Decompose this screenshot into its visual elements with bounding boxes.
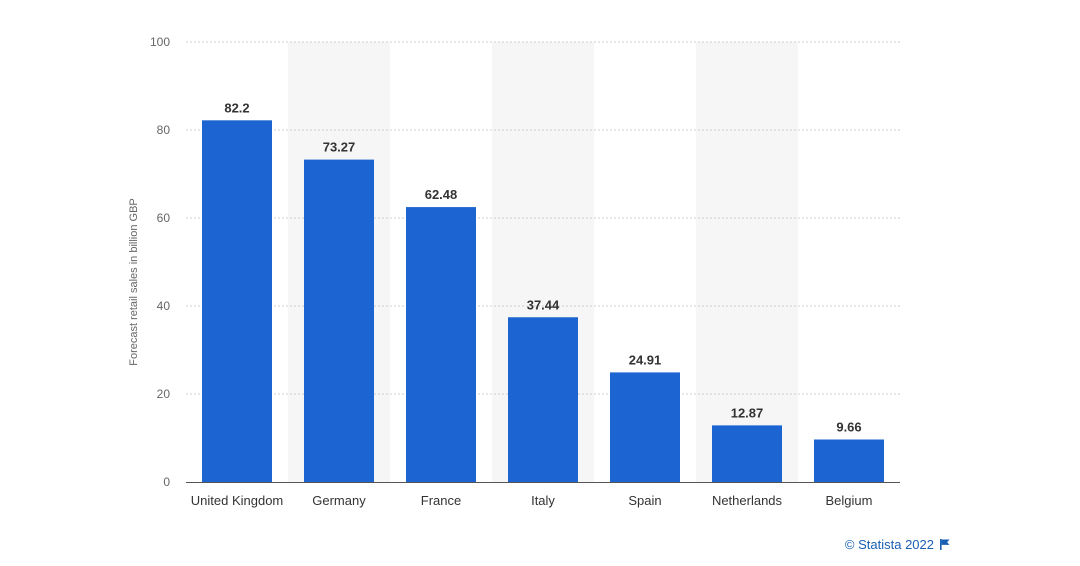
flag-icon[interactable] [940, 539, 950, 550]
alternating-bands [288, 42, 798, 482]
bar[interactable] [406, 207, 476, 482]
category-band [696, 42, 798, 482]
bar[interactable] [202, 120, 272, 482]
category-label: France [421, 493, 461, 508]
bar[interactable] [610, 372, 680, 482]
data-label: 12.87 [731, 405, 764, 420]
bar[interactable] [712, 425, 782, 482]
bar[interactable] [814, 439, 884, 482]
category-label: Germany [312, 493, 366, 508]
y-tick-label: 100 [150, 35, 170, 49]
bar[interactable] [304, 159, 374, 482]
category-label: United Kingdom [191, 493, 284, 508]
data-label: 82.2 [224, 100, 249, 115]
data-label: 24.91 [629, 352, 662, 367]
category-label: Spain [628, 493, 661, 508]
y-tick-label: 40 [157, 299, 171, 313]
bars [202, 120, 884, 482]
y-axis-title: Forecast retail sales in billion GBP [128, 198, 140, 366]
category-label: Italy [531, 493, 555, 508]
data-labels: 82.2 73.27 62.48 37.44 24.91 12.87 9.66 [224, 100, 861, 434]
category-labels: United Kingdom Germany France Italy Spain Net… [191, 493, 873, 508]
data-label: 9.66 [836, 419, 861, 434]
y-tick-label: 20 [157, 387, 171, 401]
category-label: Netherlands [712, 493, 783, 508]
data-label: 37.44 [527, 297, 560, 312]
data-label: 73.27 [323, 140, 356, 155]
y-tick-label: 80 [157, 123, 171, 137]
data-label: 62.48 [425, 187, 458, 202]
y-axis-ticks: 0 20 40 60 80 100 [150, 35, 170, 489]
y-tick-label: 60 [157, 211, 171, 225]
credit-text: © Statista 2022 [844, 537, 934, 552]
statista-credit[interactable]: © Statista 2022 [845, 537, 950, 552]
category-label: Belgium [826, 493, 873, 508]
y-tick-label: 0 [163, 475, 170, 489]
bar[interactable] [508, 317, 578, 482]
